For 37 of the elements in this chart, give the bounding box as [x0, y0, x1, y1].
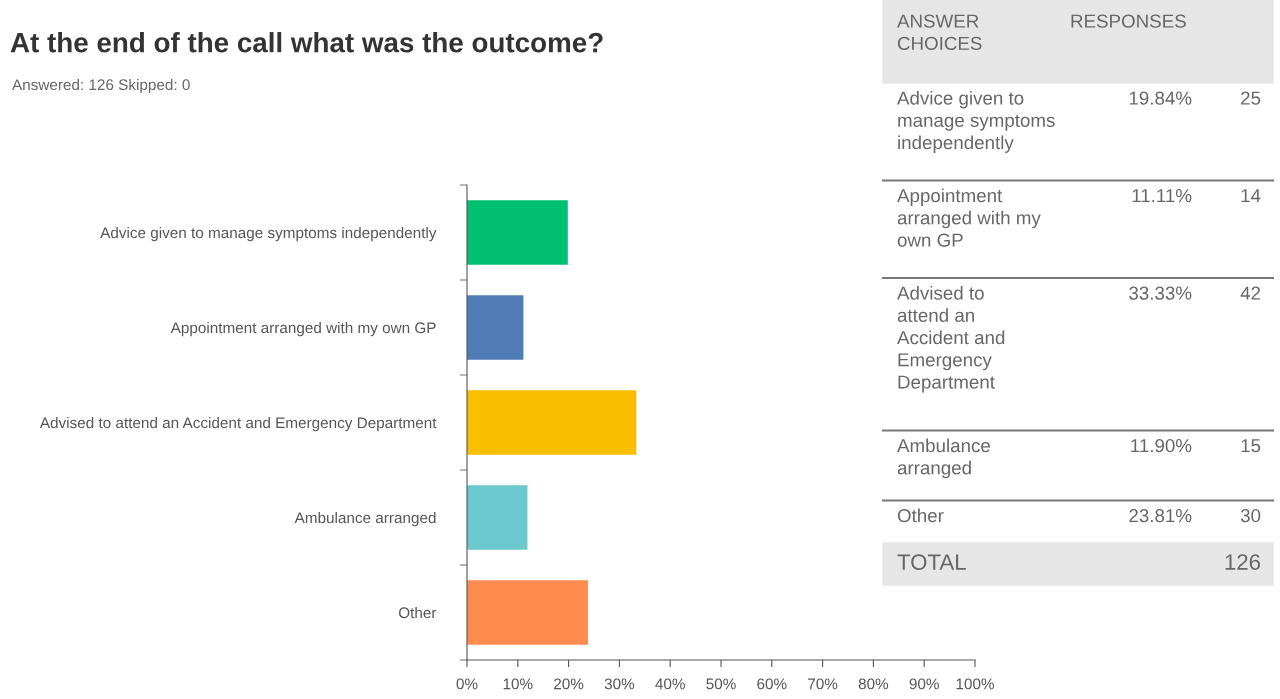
- x-tick-label: 30%: [604, 678, 635, 690]
- text: 15: [1241, 439, 1261, 453]
- text: 42: [1240, 286, 1261, 300]
- category-label: Advice given to manage symptoms independently: [897, 91, 1055, 153]
- y-tick-label: Ambulance arranged: [294, 511, 436, 527]
- x-tick-label: 70%: [808, 678, 838, 690]
- y-tick-label: Advised to attend an Accident and Emergency Department: [39, 416, 437, 432]
- y-tick-label: Other: [398, 606, 437, 619]
- y-tick-label: Advice given to manage symptoms independently: [100, 226, 437, 242]
- x-tick-label: 0%: [456, 678, 478, 690]
- text: 30: [1240, 509, 1261, 523]
- text: 11.90%: [1131, 439, 1192, 453]
- x-tick-label: 50%: [706, 678, 736, 690]
- text: 11.11%: [1132, 189, 1192, 203]
- x-tick-label: 60%: [757, 678, 787, 690]
- text: 25: [1241, 91, 1261, 105]
- text: Answered: 126 Skipped: 0: [12, 78, 190, 94]
- x-tick-label: 10%: [503, 678, 533, 690]
- text: 19.84%: [1129, 91, 1192, 105]
- text: RESPONSES: [1071, 14, 1186, 28]
- text: 33.33%: [1129, 286, 1192, 300]
- x-tick-label: 80%: [858, 678, 889, 690]
- text: 14: [1241, 189, 1261, 203]
- category-label: Advised to attend an Accident and Emergency Department: [897, 286, 1005, 393]
- category-label: Ambulance arranged: [897, 438, 990, 479]
- category-label: Other: [897, 508, 944, 523]
- annotation: TOTAL: [897, 554, 966, 570]
- text: 23.81%: [1129, 509, 1192, 523]
- category-label: Appointment arranged with my own GP: [897, 188, 1041, 247]
- x-tick-label: 100%: [956, 678, 994, 690]
- x-tick-label: 20%: [554, 678, 584, 690]
- x-tick-label: 40%: [655, 678, 685, 690]
- text: 126: [1225, 554, 1261, 570]
- chart-title: At the end of the call what was the outcome?: [10, 32, 603, 53]
- text: ANSWER CHOICES: [897, 14, 982, 51]
- x-tick-label: 90%: [909, 678, 939, 690]
- y-tick-label: Appointment arranged with my own GP: [170, 321, 436, 337]
